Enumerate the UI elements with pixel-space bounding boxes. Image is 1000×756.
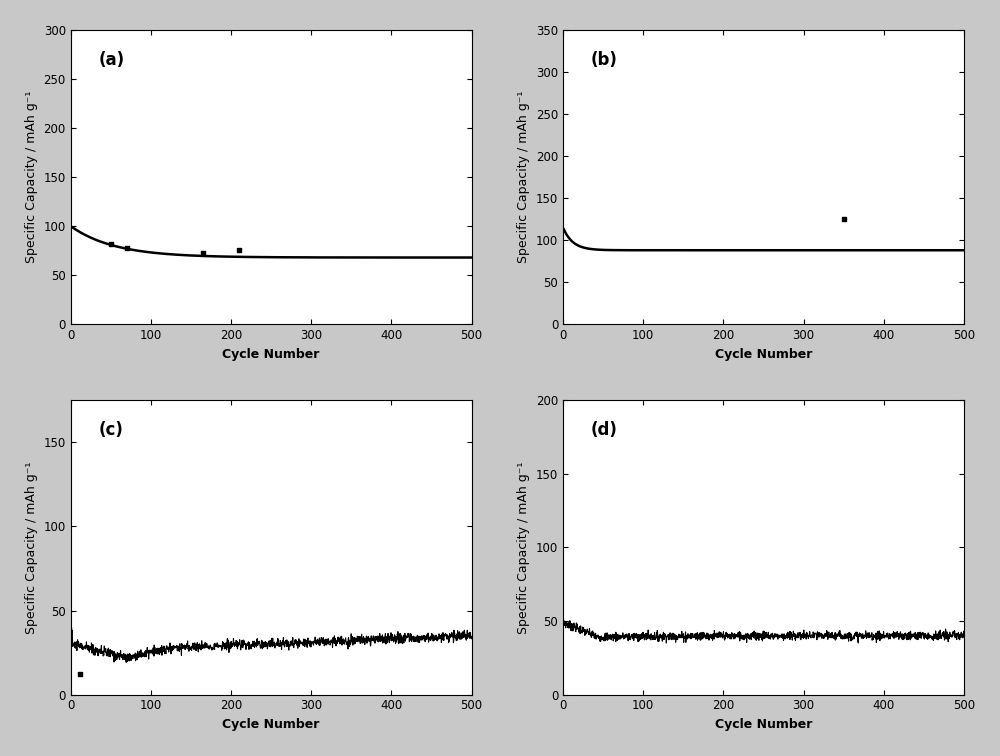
Point [195,246,211,259]
Y-axis label: Specific Capacity / mAh g⁻¹: Specific Capacity / mAh g⁻¹ [517,91,530,263]
Point [72,668,88,680]
Y-axis label: Specific Capacity / mAh g⁻¹: Specific Capacity / mAh g⁻¹ [25,461,38,634]
Point [103,237,119,249]
Point [119,242,135,254]
Text: (d): (d) [591,421,618,439]
Text: (b): (b) [591,51,618,69]
Point [836,213,852,225]
X-axis label: Cycle Number: Cycle Number [715,348,812,361]
Point [231,243,247,256]
X-axis label: Cycle Number: Cycle Number [222,348,320,361]
Text: (a): (a) [99,51,125,69]
Text: (c): (c) [99,421,124,439]
Y-axis label: Specific Capacity / mAh g⁻¹: Specific Capacity / mAh g⁻¹ [517,461,530,634]
X-axis label: Cycle Number: Cycle Number [222,718,320,731]
X-axis label: Cycle Number: Cycle Number [715,718,812,731]
Y-axis label: Specific Capacity / mAh g⁻¹: Specific Capacity / mAh g⁻¹ [25,91,38,263]
